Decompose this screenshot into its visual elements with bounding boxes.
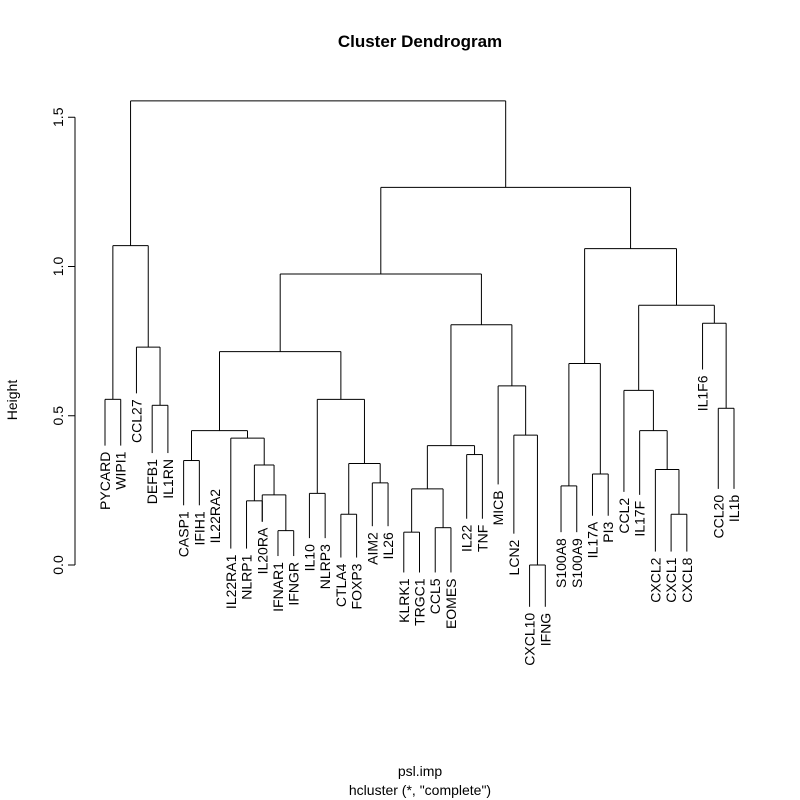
leaf-label: IL1F6	[695, 375, 711, 411]
leaf-label: CCL5	[427, 578, 443, 614]
leaf-label: CCL20	[710, 495, 726, 539]
leaf-label: PYCARD	[97, 452, 113, 510]
x-axis-label: psl.imp	[398, 763, 443, 779]
leaf-label: IL22	[459, 525, 475, 552]
leaf-label: EOMES	[443, 578, 459, 629]
leaf-label: LCN2	[506, 539, 522, 575]
y-tick-label: 1.0	[50, 257, 66, 277]
leaf-label: NLRP3	[317, 544, 333, 589]
leaf-label: CASP1	[176, 511, 192, 557]
leaf-label: IFNGR	[286, 562, 302, 606]
leaf-label: AIM2	[364, 532, 380, 565]
leaf-label: IFIH1	[191, 511, 207, 545]
leaf-label: IFNAR1	[270, 562, 286, 612]
dendrogram-tree	[104, 100, 735, 607]
y-tick-label: 0.5	[50, 406, 66, 426]
leaf-label: FOXP3	[349, 563, 365, 609]
leaf-label: CCL2	[616, 498, 632, 534]
leaf-label: CXCL10	[522, 613, 538, 666]
leaf-label: KLRK1	[396, 578, 412, 623]
y-tick-label: 1.5	[50, 107, 66, 127]
leaf-label: IFNG	[537, 613, 553, 646]
x-axis-subtitle: hcluster (*, "complete")	[349, 782, 491, 798]
leaf-label: CCL27	[128, 399, 144, 443]
leaf-label: IL22RA2	[207, 489, 223, 544]
leaf-label: WIPI1	[113, 451, 129, 489]
leaf-label: IL22RA1	[223, 554, 239, 609]
y-tick-label: 0.0	[50, 555, 66, 575]
leaf-label: CTLA4	[333, 563, 349, 607]
leaf-label: DEFB1	[144, 459, 160, 504]
leaf-label: TRGC1	[412, 578, 428, 626]
leaf-label: S100A9	[569, 538, 585, 588]
leaf-label: IL17A	[584, 521, 600, 558]
leaf-label: CXCL1	[663, 557, 679, 602]
y-axis-label: Height	[4, 380, 20, 421]
leaf-label: PI3	[600, 522, 616, 543]
leaf-label: IL26	[380, 532, 396, 559]
leaf-label: S100A8	[553, 538, 569, 588]
leaf-label: CXCL2	[647, 557, 663, 602]
leaf-label: IL1b	[726, 495, 742, 522]
leaf-label: TNF	[474, 525, 490, 552]
leaf-label: NLRP1	[239, 554, 255, 599]
leaf-label: IL17F	[632, 501, 648, 537]
leaf-label: CXCL8	[679, 557, 695, 602]
leaf-label: IL10	[301, 544, 317, 571]
leaf-label: IL1RN	[160, 459, 176, 499]
chart-title: Cluster Dendrogram	[338, 32, 502, 51]
leaf-label: MICB	[490, 490, 506, 525]
leaf-label: IL20RA	[254, 527, 270, 574]
y-axis: 0.0 0.5 1.0 1.5	[50, 107, 76, 575]
